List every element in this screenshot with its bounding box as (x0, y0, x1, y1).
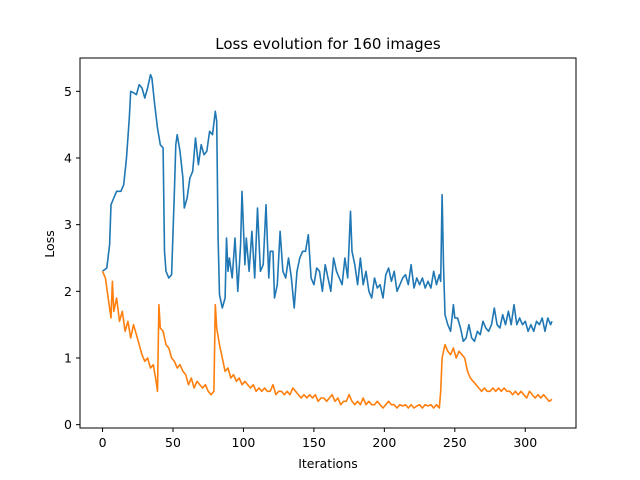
x-axis-label: Iterations (298, 456, 358, 471)
y-tick-label: 2 (64, 284, 72, 299)
series-line-1 (102, 73, 553, 343)
x-tick-label: 100 (232, 435, 256, 450)
x-tick-label: 300 (513, 435, 537, 450)
axes-frame (79, 57, 577, 429)
x-tick-label: 150 (302, 435, 326, 450)
x-tick-label: 200 (372, 435, 396, 450)
y-tick-label: 3 (64, 217, 72, 232)
chart-title: Loss evolution for 160 images (215, 35, 441, 53)
y-tick-label: 5 (64, 84, 72, 99)
y-tick-label: 0 (64, 417, 72, 432)
plot-area (101, 73, 553, 409)
y-tick-label: 4 (64, 151, 72, 166)
x-tick-label: 250 (443, 435, 467, 450)
x-tick-label: 50 (165, 435, 181, 450)
x-tick-label: 0 (99, 435, 107, 450)
y-axis: 0 1 2 3 4 5 (64, 84, 80, 432)
y-axis-label: Loss (42, 230, 57, 257)
x-axis: 0 50 100 150 200 250 300 (99, 428, 537, 450)
series-line-2 (101, 270, 553, 409)
y-tick-label: 1 (64, 351, 72, 366)
